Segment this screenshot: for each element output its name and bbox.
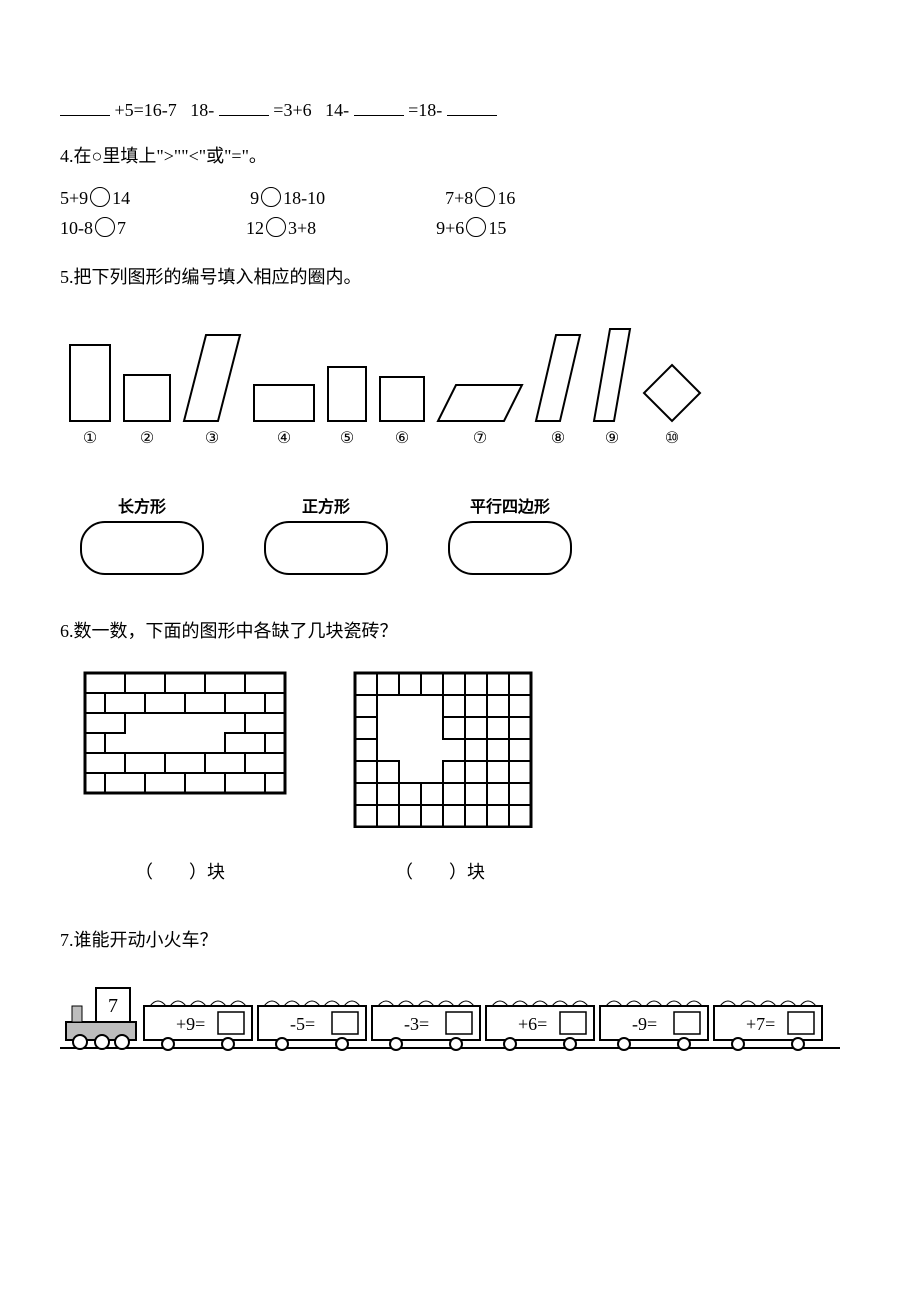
compare-item: 123+8 xyxy=(246,217,316,239)
q6-title: 6.数一数，下面的图形中各缺了几块瓷砖？ xyxy=(60,615,860,647)
circle-blank[interactable] xyxy=(90,187,110,207)
shapes-figure: ① ② ③ ④ ⑤ ⑥ ⑦ ⑧ ⑨ ⑩ xyxy=(60,313,860,463)
brick-figures xyxy=(80,668,860,828)
q5-title: 5.把下列图形的编号填入相应的圈内。 xyxy=(60,261,860,293)
blank[interactable] xyxy=(60,97,110,116)
svg-text:⑧: ⑧ xyxy=(551,430,565,447)
brick-wall-1 xyxy=(80,668,290,798)
svg-text:⑩: ⑩ xyxy=(665,430,679,447)
circle-blank[interactable] xyxy=(95,217,115,237)
category-box: 正方形 xyxy=(264,493,388,575)
svg-text:③: ③ xyxy=(205,430,219,447)
compare-item: 10-87 xyxy=(60,217,126,239)
svg-text:④: ④ xyxy=(277,430,291,447)
circle-blank[interactable] xyxy=(266,217,286,237)
svg-text:-5=: -5= xyxy=(290,1014,315,1034)
brick-caption[interactable]: （ ）块 xyxy=(340,858,540,884)
category-label: 平行四边形 xyxy=(448,493,572,517)
brick-wall-2 xyxy=(350,668,540,828)
category-oval[interactable] xyxy=(264,521,388,575)
eq-text: 14- xyxy=(325,100,349,120)
q7-title: 7.谁能开动小火车？ xyxy=(60,924,860,956)
brick-captions: （ ）块 （ ）块 xyxy=(80,858,860,884)
fill-equations: +5=16-7 18- =3+6 14- =18- xyxy=(60,94,860,126)
svg-text:+9=: +9= xyxy=(176,1014,205,1034)
circle-blank[interactable] xyxy=(261,187,281,207)
circle-blank[interactable] xyxy=(466,217,486,237)
compare-item: 918-10 xyxy=(250,187,325,209)
category-oval[interactable] xyxy=(80,521,204,575)
compare-item: 7+816 xyxy=(445,187,515,209)
eq-text: 18- xyxy=(190,100,214,120)
compare-item: 5+914 xyxy=(60,187,130,209)
q4-row2: 10-87 123+8 9+615 xyxy=(60,217,860,239)
category-label: 长方形 xyxy=(80,493,204,517)
eq-text: =18- xyxy=(408,100,442,120)
brick-caption[interactable]: （ ）块 xyxy=(80,858,280,884)
category-oval[interactable] xyxy=(448,521,572,575)
eq-text: +5=16-7 xyxy=(115,100,177,120)
blank[interactable] xyxy=(219,97,269,116)
category-row: 长方形 正方形 平行四边形 xyxy=(80,493,860,575)
category-box: 平行四边形 xyxy=(448,493,572,575)
train-figure: 7 +9= -5= -3= +6= -9= +7= xyxy=(60,976,860,1056)
svg-text:①: ① xyxy=(83,430,97,447)
blank[interactable] xyxy=(354,97,404,116)
circle-blank[interactable] xyxy=(475,187,495,207)
svg-text:+7=: +7= xyxy=(746,1014,775,1034)
svg-text:⑨: ⑨ xyxy=(605,430,619,447)
svg-text:②: ② xyxy=(140,430,154,447)
svg-text:-3=: -3= xyxy=(404,1014,429,1034)
svg-text:7: 7 xyxy=(108,995,118,1017)
blank[interactable] xyxy=(447,97,497,116)
category-label: 正方形 xyxy=(264,493,388,517)
category-box: 长方形 xyxy=(80,493,204,575)
svg-text:⑤: ⑤ xyxy=(340,430,354,447)
svg-text:+6=: +6= xyxy=(518,1014,547,1034)
compare-item: 9+615 xyxy=(436,217,506,239)
q4-row1: 5+914 918-10 7+816 xyxy=(60,187,860,209)
svg-text:⑦: ⑦ xyxy=(473,430,487,447)
svg-text:⑥: ⑥ xyxy=(395,430,409,447)
svg-text:-9=: -9= xyxy=(632,1014,657,1034)
eq-text: =3+6 xyxy=(273,100,311,120)
q4-title: 4.在○里填上">""<"或"="。 xyxy=(60,140,860,172)
